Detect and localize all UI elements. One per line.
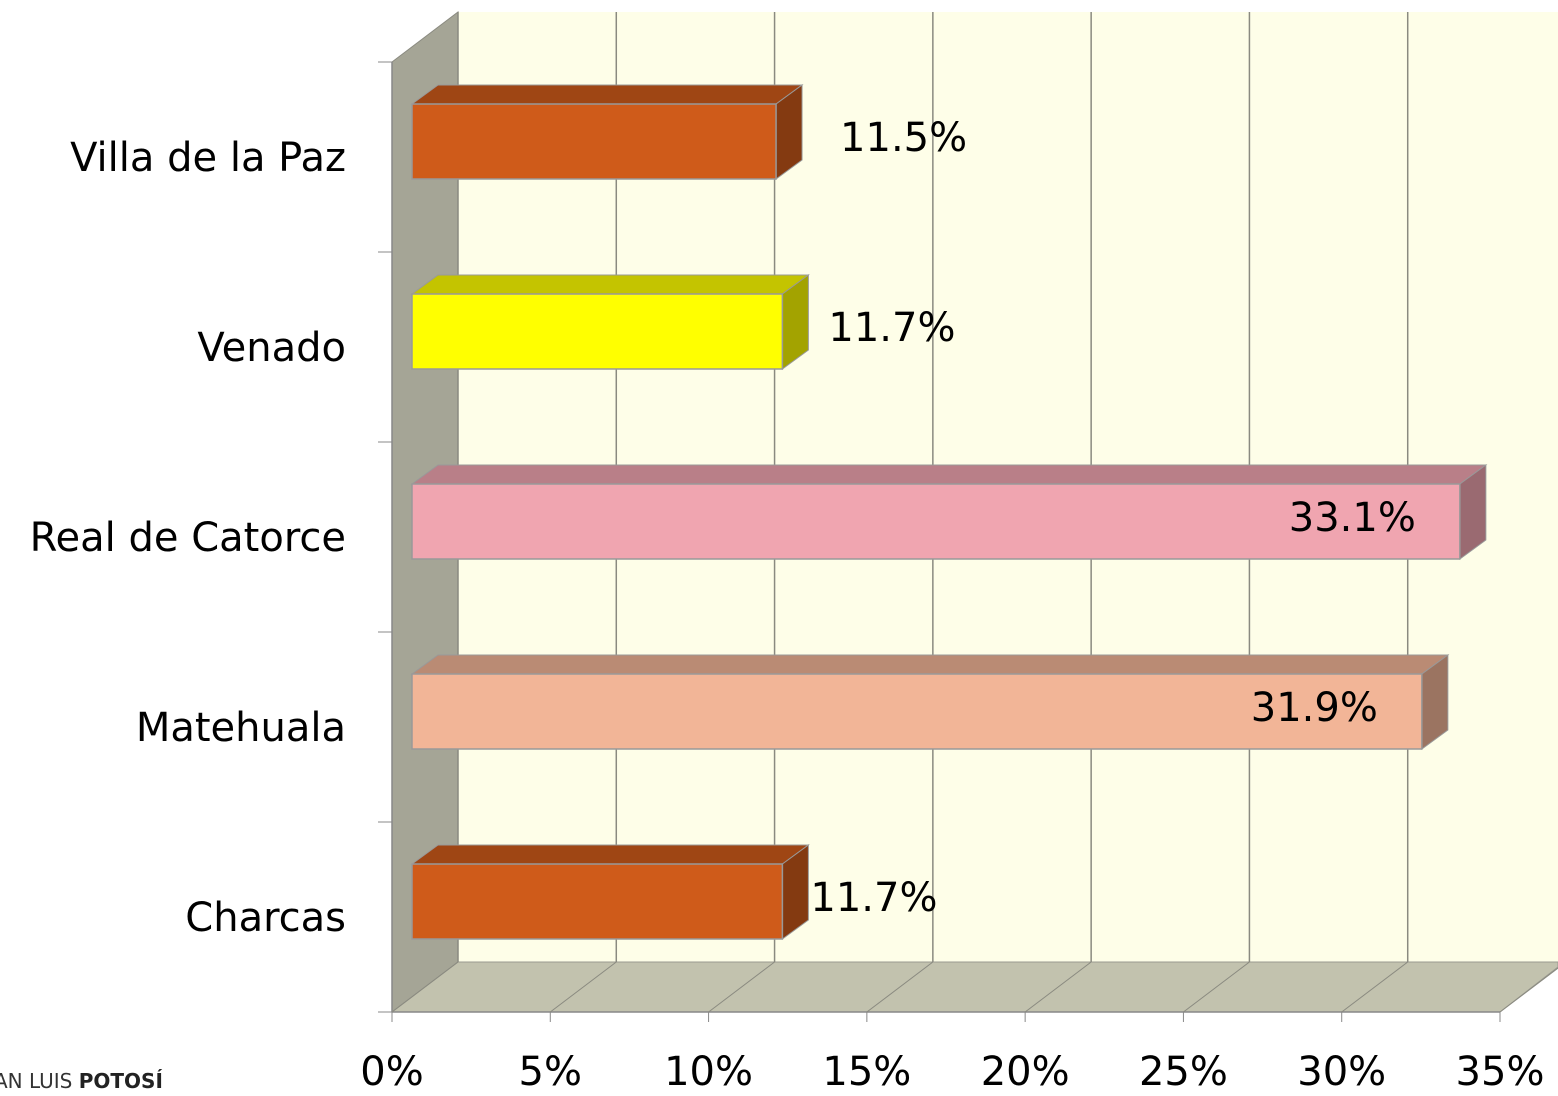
floor-grid-line <box>1499 967 1558 1013</box>
category-label: Matehuala <box>136 705 346 751</box>
footer-bold: POTOSÍ <box>79 1069 163 1093</box>
x-tick-label: 25% <box>1139 1049 1228 1095</box>
category-label: Real de Catorce <box>30 515 346 561</box>
bar-top <box>410 464 1488 485</box>
x-tick-label: 0% <box>360 1049 423 1095</box>
category-label: Venado <box>197 325 346 371</box>
value-label: 11.7% <box>810 875 937 921</box>
x-tick-label: 20% <box>981 1049 1070 1095</box>
bar <box>411 103 777 180</box>
value-label: 11.7% <box>828 305 955 351</box>
x-tick-label: 10% <box>664 1049 753 1095</box>
value-label: 11.5% <box>840 115 967 161</box>
value-label: 33.1% <box>1289 495 1416 541</box>
bar <box>411 483 1461 560</box>
footer-light: AN LUIS <box>0 1069 72 1093</box>
bar <box>411 293 784 370</box>
floor-grid-line <box>1341 961 1409 1013</box>
x-tick-label: 5% <box>519 1049 582 1095</box>
bar <box>411 673 1423 750</box>
bar <box>411 863 784 940</box>
floor-grid-line <box>549 961 617 1013</box>
floor-grid-line <box>391 961 459 1013</box>
floor-grid-line <box>1024 961 1092 1013</box>
bar-top <box>410 654 1450 675</box>
footer: AN LUIS POTOSÍ <box>0 1069 163 1093</box>
bar-top <box>410 84 804 105</box>
bar-top <box>410 844 810 865</box>
x-tick-label: 35% <box>1456 1049 1545 1095</box>
floor-grid-line <box>1183 961 1250 1013</box>
bars: Villa de la Paz 11.5% Venado 11.7% Real de C… <box>30 84 1488 941</box>
floor-grid-line <box>866 961 934 1013</box>
floor <box>390 961 1558 1013</box>
x-tick-label: 30% <box>1297 1049 1386 1095</box>
bar-top <box>410 274 810 295</box>
value-label: 31.9% <box>1251 685 1378 731</box>
floor-grid-line <box>708 961 775 1013</box>
category-label: Villa de la Paz <box>70 135 346 181</box>
category-label: Charcas <box>185 895 346 941</box>
x-tick-label: 15% <box>822 1049 911 1095</box>
